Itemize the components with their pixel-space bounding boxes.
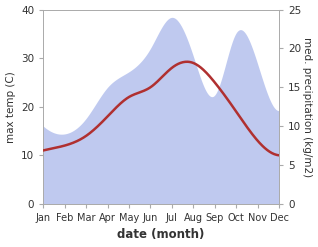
X-axis label: date (month): date (month) xyxy=(117,228,205,242)
Y-axis label: med. precipitation (kg/m2): med. precipitation (kg/m2) xyxy=(302,37,313,177)
Y-axis label: max temp (C): max temp (C) xyxy=(5,71,16,143)
